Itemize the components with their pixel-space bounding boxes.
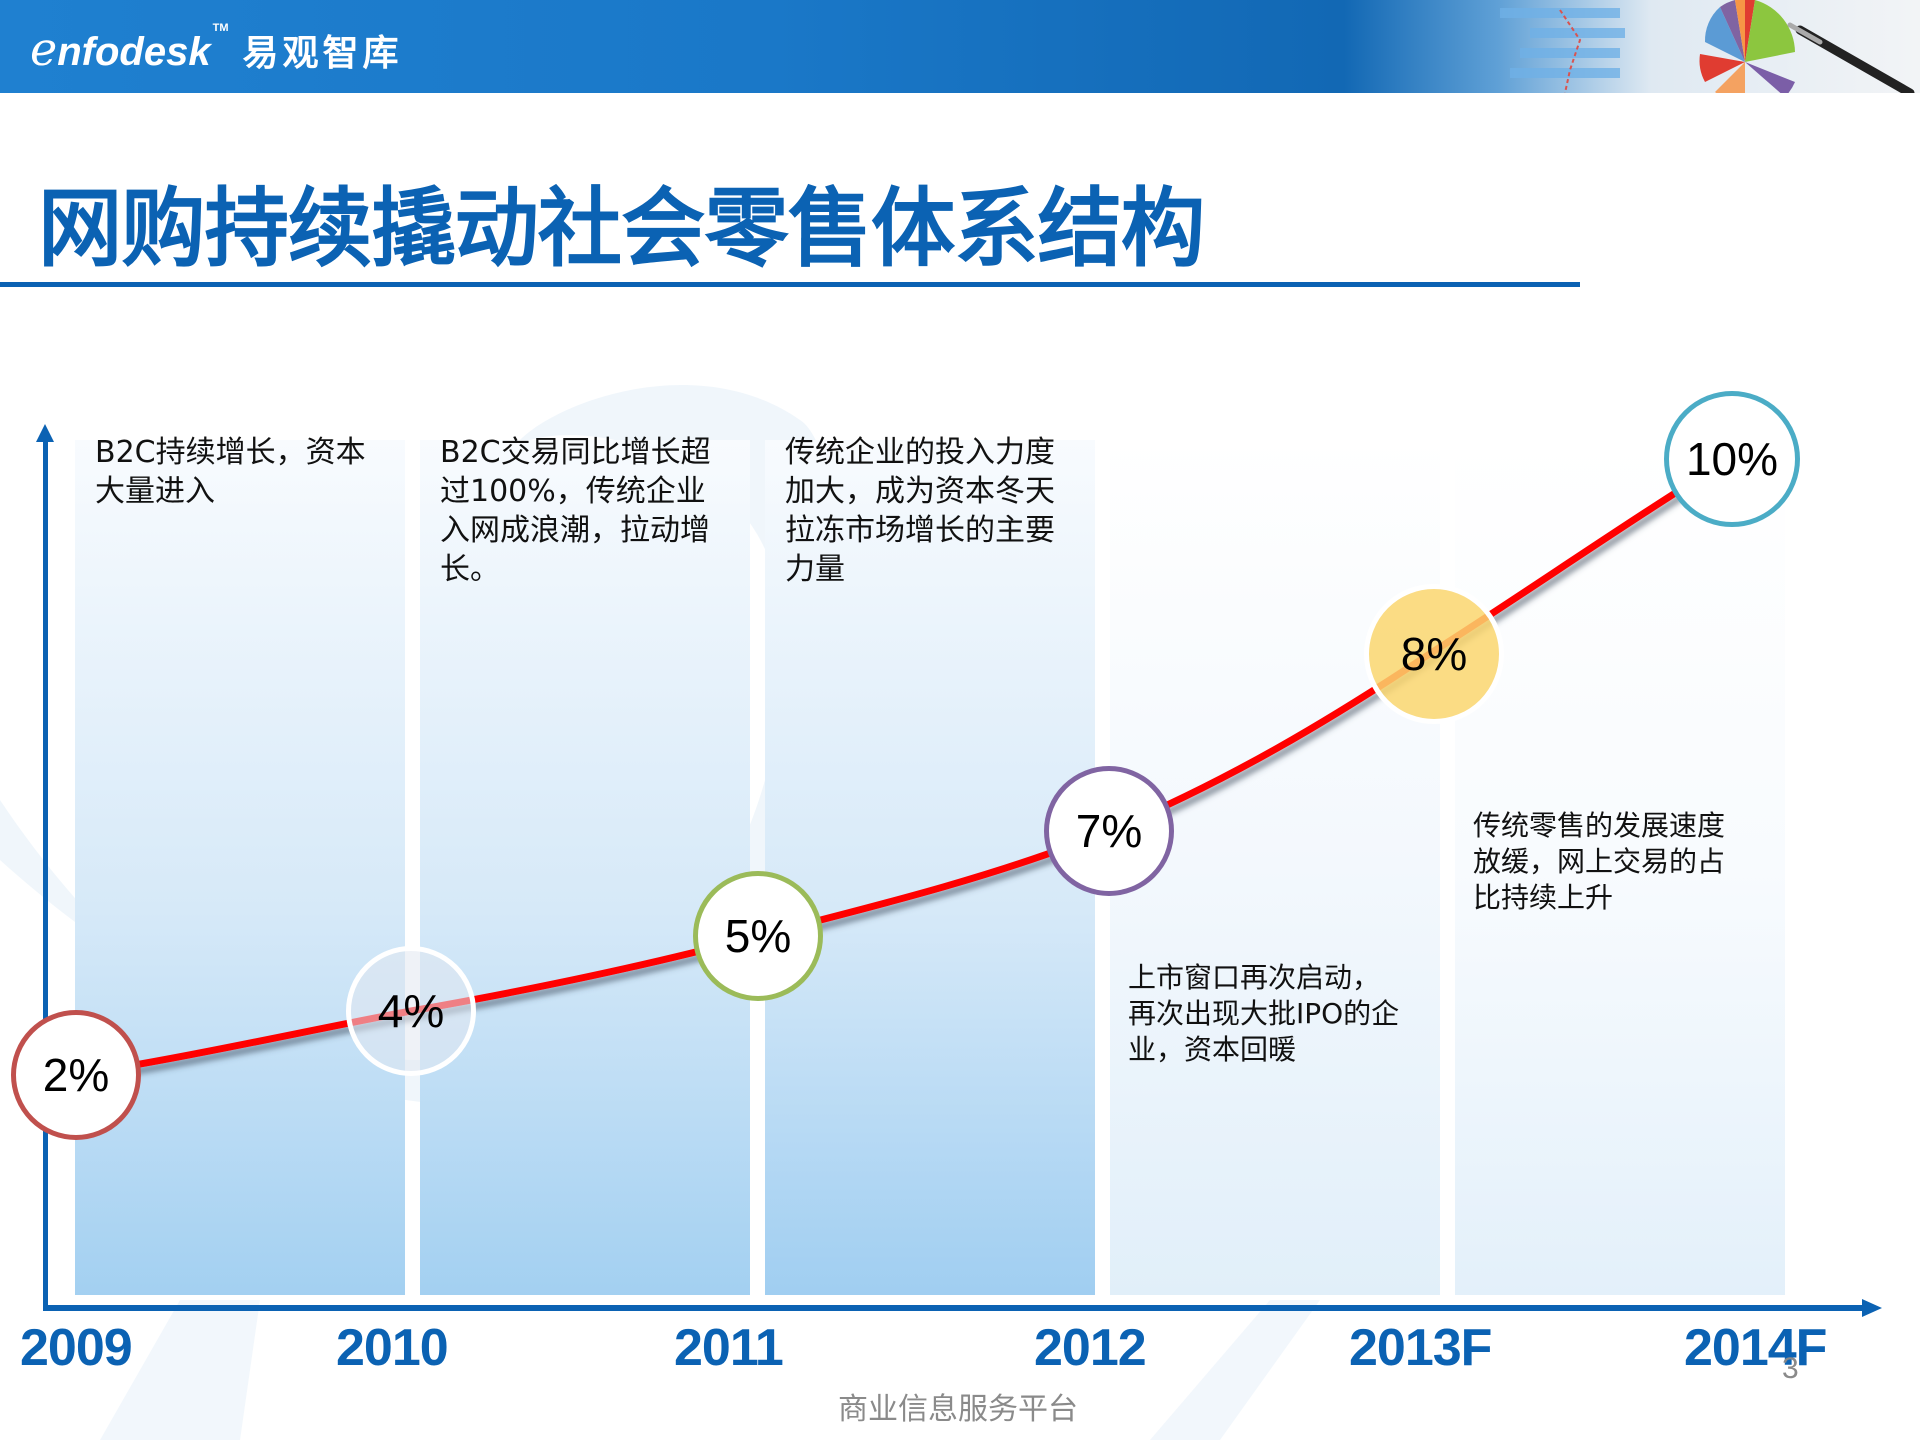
page-title: 网购持续撬动社会零售体系结构 [38,179,1205,279]
header-banner: enfodeskTM 易观智库 [0,0,1920,93]
note-2011-2012: 传统企业的投入力度 加大，成为资本冬天 拉冻市场增长的主要 力量 [785,435,1055,587]
logo-trademark: TM [212,22,229,34]
year-label-2014F: 2014F [1684,1319,1827,1377]
data-point-2013F: 8% [1364,584,1504,724]
footer-text: 商业信息服务平台 [838,1392,1078,1427]
year-label-2013F: 2013F [1349,1319,1492,1377]
logo-chinese-name: 易观智库 [242,32,403,73]
logo-text: nfodesk [57,30,211,74]
year-label-2009: 2009 [20,1319,133,1377]
note-2012-2013: 上市窗口再次启动， 再次出现大批IPO的企 业，资本回暖 [1128,961,1400,1066]
data-point-2011: 5% [693,871,823,1001]
banner-chart-photo-icon [1500,0,1915,93]
note-2010-2011: B2C交易同比增长超 过100%，传统企业 入网成浪潮，拉动增 长。 [440,435,711,587]
logo-initial: e [30,22,58,76]
data-point-2009: 2% [11,1010,141,1140]
page-number: 3 [1782,1352,1799,1385]
year-label-2010: 2010 [336,1319,449,1377]
data-point-2012: 7% [1044,766,1174,896]
x-axis [43,1305,1863,1311]
note-2009-2010: B2C持续增长，资本 大量进入 [95,435,366,509]
title-divider [0,282,1580,287]
period-column-2009-2010 [75,440,405,1295]
data-point-2014F: 10% [1664,391,1800,527]
data-point-2010: 4% [346,946,476,1076]
enfodesk-logo: enfodeskTM 易观智库 [30,22,403,76]
year-label-2011: 2011 [674,1319,784,1377]
y-axis-arrow-icon [36,424,54,442]
x-axis-arrow-icon [1862,1299,1882,1317]
note-2013-2014: 传统零售的发展速度 放缓，网上交易的占 比持续上升 [1473,809,1726,914]
year-label-2012: 2012 [1034,1319,1147,1377]
y-axis [43,440,48,1310]
